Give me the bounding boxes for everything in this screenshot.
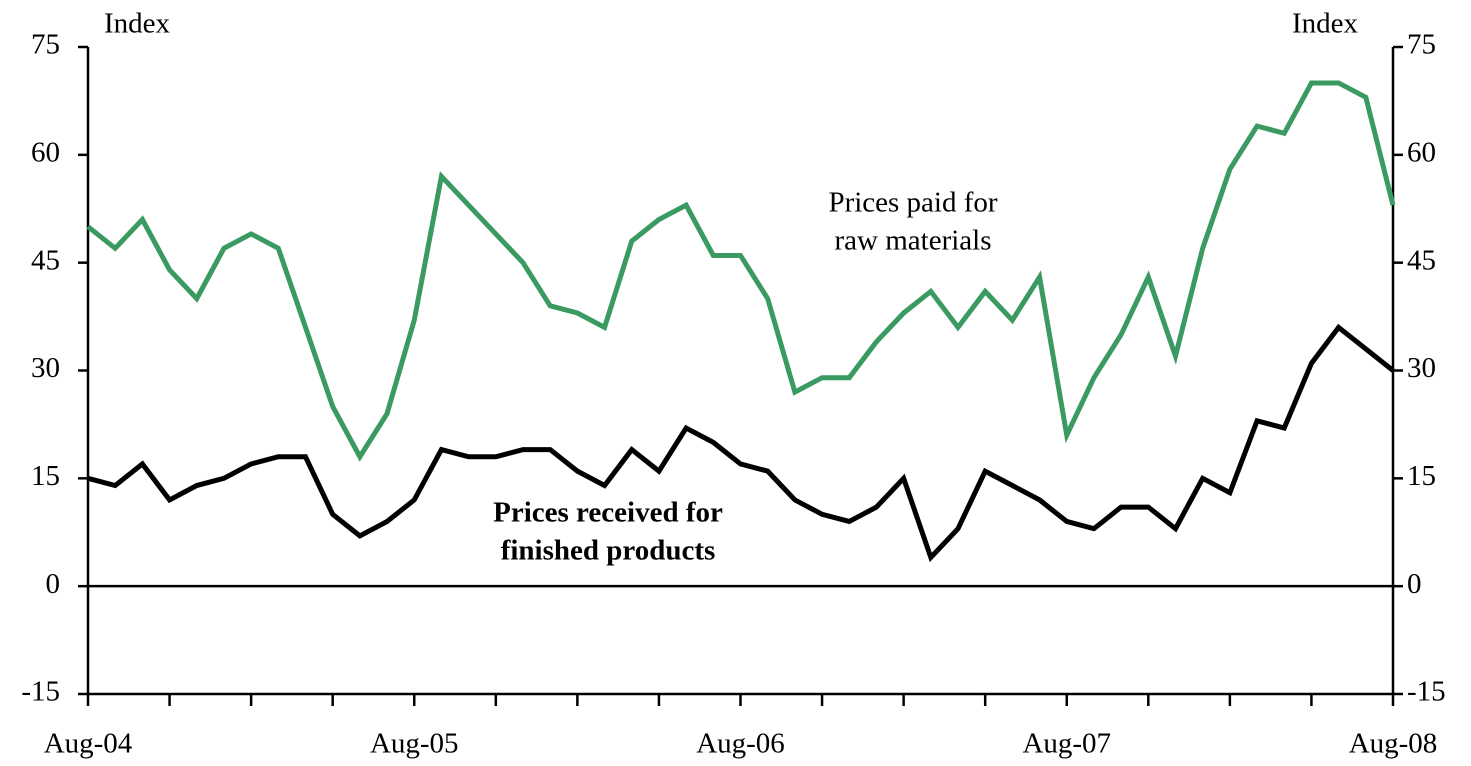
y-tick-label: -15 <box>21 676 60 708</box>
x-tick-label: Aug-06 <box>696 728 785 760</box>
y2-tick-label: -15 <box>1407 676 1446 708</box>
x-tick-label: Aug-04 <box>44 728 133 760</box>
y2-axis-label: Index <box>1292 8 1359 40</box>
x-tick-label: Aug-08 <box>1349 728 1438 760</box>
y2-tick-label: 45 <box>1407 244 1436 276</box>
y2-tick-label: 60 <box>1407 136 1436 168</box>
series-label: finished products <box>501 535 716 567</box>
x-tick-label: Aug-05 <box>370 728 459 760</box>
y2-tick-label: 15 <box>1407 460 1436 492</box>
y-tick-label: 0 <box>46 568 61 600</box>
y2-tick-label: 75 <box>1407 29 1436 61</box>
series-label: Prices paid for <box>828 187 997 219</box>
y-tick-label: 60 <box>31 136 60 168</box>
y-tick-label: 75 <box>31 29 60 61</box>
y-tick-label: 15 <box>31 460 60 492</box>
y2-tick-label: 0 <box>1407 568 1422 600</box>
series-label: raw materials <box>834 225 991 257</box>
y-tick-label: 30 <box>31 352 60 384</box>
series-label: Prices received for <box>493 497 723 529</box>
series-line <box>86 80 1396 462</box>
y2-tick-label: 30 <box>1407 352 1436 384</box>
y-axis-label: Index <box>104 8 171 40</box>
series-line <box>87 323 1395 563</box>
x-tick-label: Aug-07 <box>1022 728 1111 760</box>
y-tick-label: 45 <box>31 244 60 276</box>
